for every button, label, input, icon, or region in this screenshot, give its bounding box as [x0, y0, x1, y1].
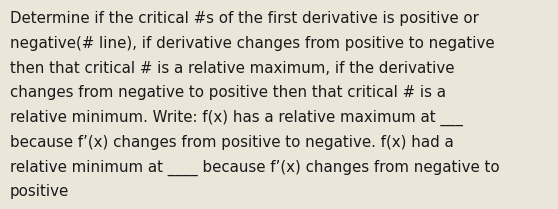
Text: positive: positive — [10, 184, 69, 199]
Text: relative minimum at ____ because f’(x) changes from negative to: relative minimum at ____ because f’(x) c… — [10, 159, 499, 176]
Text: relative minimum. Write: f(x) has a relative maximum at ___: relative minimum. Write: f(x) has a rela… — [10, 110, 463, 126]
Text: because f’(x) changes from positive to negative. f(x) had a: because f’(x) changes from positive to n… — [10, 135, 454, 150]
Text: Determine if the critical #s of the first derivative is positive or: Determine if the critical #s of the firs… — [10, 11, 479, 27]
Text: then that critical # is a relative maximum, if the derivative: then that critical # is a relative maxim… — [10, 61, 455, 76]
Text: changes from negative to positive then that critical # is a: changes from negative to positive then t… — [10, 85, 446, 101]
Text: negative(# line), if derivative changes from positive to negative: negative(# line), if derivative changes … — [10, 36, 495, 51]
